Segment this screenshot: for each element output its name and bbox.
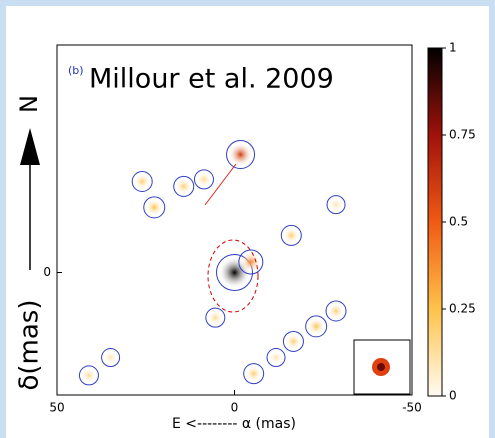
source <box>285 333 302 350</box>
north-label: N <box>15 95 43 113</box>
source <box>207 310 223 326</box>
source <box>328 303 345 319</box>
y-tick-label: 0 <box>43 265 51 279</box>
north-arrow <box>20 128 40 165</box>
contour <box>78 365 99 386</box>
source <box>240 252 261 272</box>
colorbar <box>427 47 443 397</box>
contour <box>193 169 214 190</box>
contour <box>280 224 302 246</box>
contour <box>143 196 166 219</box>
colorbar-tick-label: 1 <box>449 41 457 55</box>
arrow <box>204 163 237 206</box>
contour <box>243 363 265 385</box>
contour <box>238 249 264 275</box>
source <box>103 350 118 365</box>
contour <box>325 300 347 322</box>
frame <box>0 0 495 6</box>
y-axis-label: δ(mas) <box>15 300 45 391</box>
contour <box>282 330 304 352</box>
source <box>175 178 192 195</box>
source <box>269 350 284 365</box>
chart-title: Millour et al. 2009 <box>89 64 334 95</box>
source <box>145 198 163 216</box>
x-tick-label: 50 <box>49 401 64 415</box>
contour <box>173 175 195 197</box>
source <box>228 142 253 167</box>
contour <box>101 348 121 368</box>
contour <box>266 348 286 368</box>
colorbar-tick-label: 0 <box>449 389 457 403</box>
source <box>81 367 97 383</box>
source <box>283 227 300 244</box>
source <box>307 317 325 335</box>
x-tick-label: -50 <box>402 401 422 415</box>
colorbar-tick-label: 0.75 <box>449 128 476 142</box>
contour <box>305 315 328 338</box>
colorbar-tick-label: 0.5 <box>449 215 468 229</box>
contour <box>216 254 253 291</box>
source <box>329 197 344 212</box>
contour <box>205 307 226 328</box>
contour <box>131 171 153 192</box>
source <box>134 173 151 190</box>
x-tick-label: 0 <box>231 401 239 415</box>
contour <box>326 195 346 215</box>
source <box>245 365 262 382</box>
colorbar-tick-label: 0.25 <box>449 302 476 316</box>
x-axis-label: E <-------- α (mas) <box>172 416 296 432</box>
beam-core <box>377 363 385 371</box>
contour <box>226 140 256 170</box>
source <box>196 171 212 187</box>
image <box>78 140 347 386</box>
dashed-contour <box>207 239 259 313</box>
plot-area <box>56 44 413 396</box>
panel-label: (b) <box>68 64 84 77</box>
